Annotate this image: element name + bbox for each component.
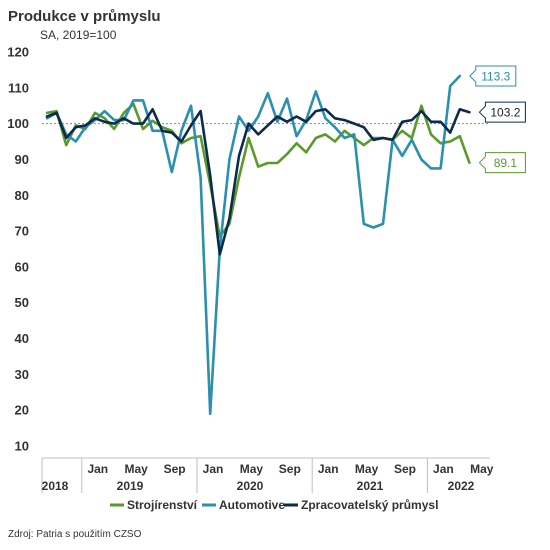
x-tick-label: May [125,462,149,476]
x-tick-label: May [240,462,264,476]
y-axis: 10 20 30 40 50 60 70 80 90 100 110 120 [7,45,29,454]
y-tick-label: 60 [15,259,29,274]
end-label-box [469,65,517,87]
series-line-stroj-renstv- [45,102,471,238]
chart-subtitle: SA, 2019=100 [40,28,117,42]
x-tick-label: Jan [318,462,339,476]
x-tick-label: Jan [87,462,108,476]
year-label: 2019 [117,479,144,493]
x-tick-label: May [470,462,494,476]
y-tick-label: 40 [15,331,29,346]
y-tick-label: 120 [7,45,29,60]
y-tick-label: 110 [8,80,29,95]
series-lines [45,74,471,416]
x-tick-label: Sep [394,462,416,476]
x-tick-label: Jan [433,462,454,476]
series-line-automotive [45,74,462,416]
y-tick-label: 100 [7,116,29,131]
year-labels: 2018 2019 2020 2021 2022 [42,479,475,493]
y-tick-label: 10 [15,439,29,454]
y-tick-label: 50 [15,295,29,310]
y-tick-label: 80 [15,188,29,203]
year-label: 2020 [237,479,264,493]
end-label-box [478,152,526,174]
x-tick-label: Sep [279,462,301,476]
legend: Strojírenství Automotive Zpracovatelský pr… [110,498,438,512]
end-label-box [478,101,526,123]
end-label-value: 89.1 [494,156,518,170]
year-label: 2022 [448,479,475,493]
legend-label: Zpracovatelský průmysl [301,498,438,512]
y-tick-label: 70 [15,224,29,239]
x-tick-label: Jan [203,462,224,476]
end-labels: 89.1 113.3 103.2 [469,65,526,174]
x-tick-label: Sep [164,462,186,476]
end-label-value: 113.3 [481,69,510,83]
series-line-zpracovatelsk-pr-mysl [45,108,471,256]
legend-label: Automotive [219,498,285,512]
y-tick-label: 30 [15,367,29,382]
legend-label: Strojírenství [127,498,198,512]
x-tick-label: May [355,462,379,476]
x-axis: Jan May Sep Jan May Sep Jan May Sep Jan May [41,458,494,493]
y-tick-label: 20 [15,403,29,418]
end-label-value: 103.2 [490,106,520,120]
year-label: 2018 [42,479,69,493]
year-label: 2021 [357,479,384,493]
y-tick-label: 90 [15,152,29,167]
chart-title: Produkce v průmyslu [8,8,161,25]
source-note: Zdroj: Patria s použitím CZSO [8,529,142,540]
